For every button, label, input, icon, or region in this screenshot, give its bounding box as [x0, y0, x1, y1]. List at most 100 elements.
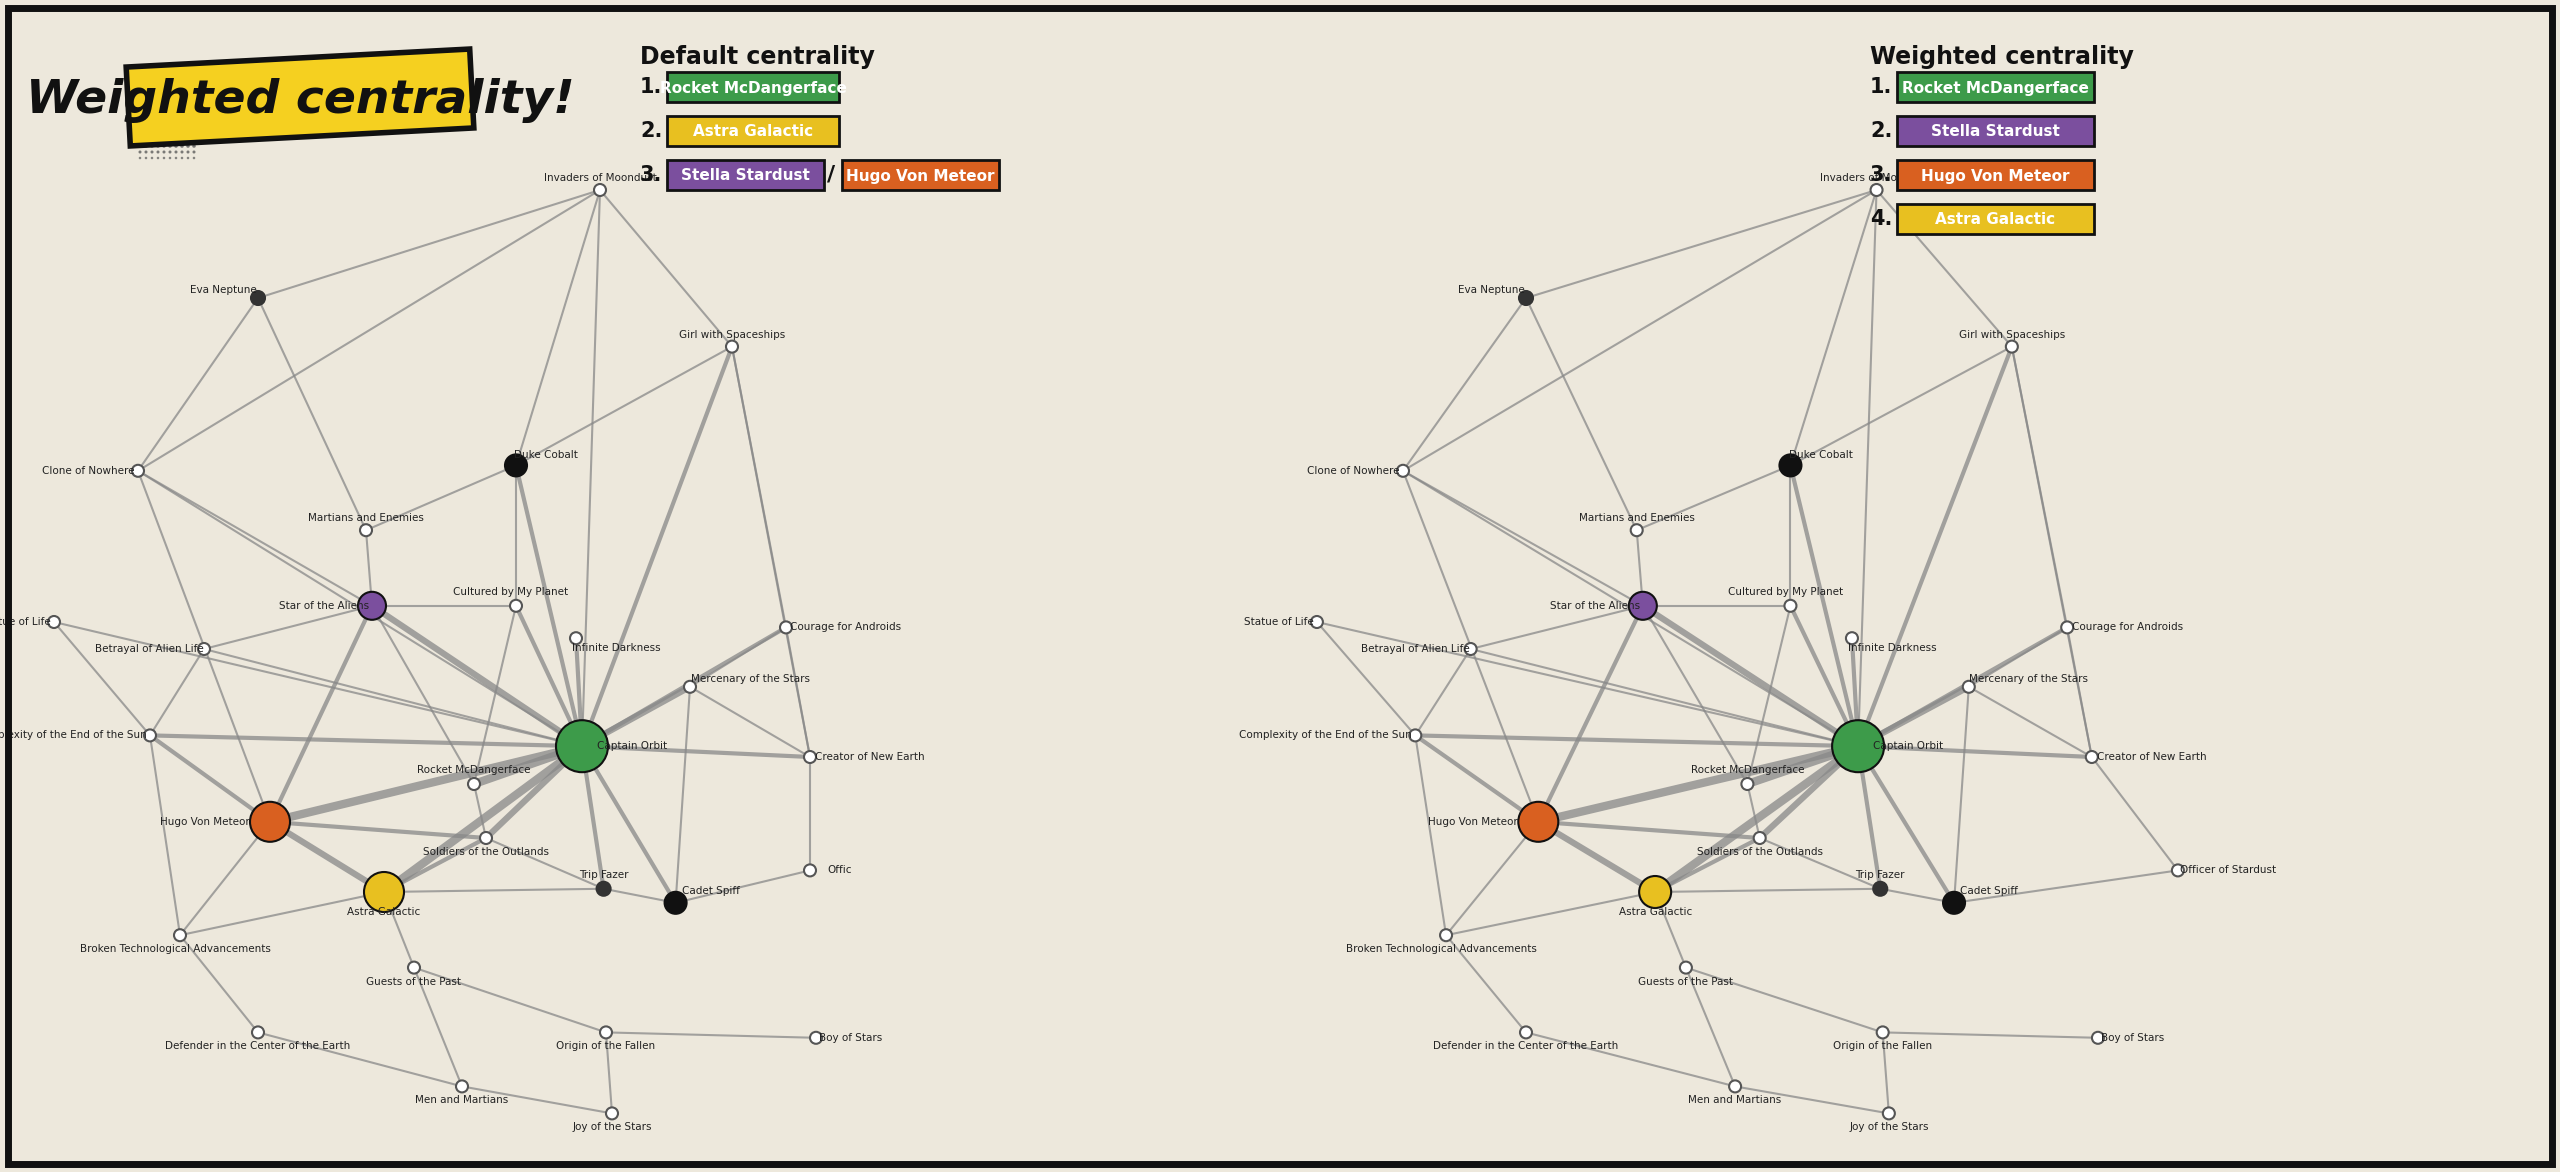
Circle shape — [192, 138, 195, 142]
Text: Infinite Darkness: Infinite Darkness — [1848, 643, 1935, 653]
Text: Hugo Von Meteor: Hugo Von Meteor — [161, 817, 251, 826]
Circle shape — [2086, 751, 2097, 763]
Circle shape — [1441, 929, 1452, 941]
Text: 1.: 1. — [1869, 77, 1892, 97]
Text: Astra Galactic: Astra Galactic — [694, 124, 814, 139]
Circle shape — [1871, 184, 1882, 196]
Circle shape — [481, 832, 492, 844]
Text: Astra Galactic: Astra Galactic — [1935, 212, 2056, 227]
Text: Officer of Stardust: Officer of Stardust — [2179, 865, 2276, 875]
Text: /: / — [827, 165, 835, 185]
Circle shape — [607, 1108, 617, 1119]
Circle shape — [1876, 1027, 1889, 1038]
Text: Stella Stardust: Stella Stardust — [1930, 124, 2061, 139]
Circle shape — [1464, 643, 1477, 655]
FancyBboxPatch shape — [668, 161, 824, 190]
Text: Girl with Spaceships: Girl with Spaceships — [678, 329, 786, 340]
Circle shape — [1784, 600, 1797, 612]
Circle shape — [1311, 616, 1324, 628]
Circle shape — [1964, 681, 1974, 693]
Text: Clone of Nowhere: Clone of Nowhere — [41, 465, 133, 476]
Circle shape — [809, 1031, 822, 1044]
Circle shape — [2092, 1031, 2104, 1044]
Circle shape — [156, 138, 159, 142]
Text: Rocket McDangerface: Rocket McDangerface — [417, 765, 530, 775]
Text: 2.: 2. — [640, 121, 663, 141]
Text: Soldiers of the Outlands: Soldiers of the Outlands — [422, 847, 548, 857]
Text: 1.: 1. — [640, 77, 663, 97]
Text: Eva Neptune: Eva Neptune — [1457, 285, 1523, 295]
FancyBboxPatch shape — [1897, 116, 2094, 146]
Text: Rocket McDangerface: Rocket McDangerface — [1690, 765, 1805, 775]
Text: Complexity of the End of the Sun: Complexity of the End of the Sun — [0, 730, 146, 741]
Circle shape — [187, 138, 189, 142]
Circle shape — [1874, 881, 1887, 895]
Circle shape — [361, 524, 371, 537]
FancyBboxPatch shape — [1897, 161, 2094, 190]
Circle shape — [1741, 778, 1754, 790]
Circle shape — [1411, 729, 1421, 742]
Text: Hugo Von Meteor: Hugo Von Meteor — [1920, 169, 2068, 184]
Text: Captain Orbit: Captain Orbit — [596, 741, 668, 751]
Text: Weighted centrality!: Weighted centrality! — [26, 79, 573, 123]
Text: Duke Cobalt: Duke Cobalt — [1789, 450, 1853, 461]
FancyBboxPatch shape — [668, 71, 840, 102]
Circle shape — [1728, 1081, 1741, 1092]
Text: Girl with Spaceships: Girl with Spaceships — [1958, 329, 2066, 340]
Text: Boy of Stars: Boy of Stars — [819, 1033, 883, 1043]
Circle shape — [1628, 592, 1656, 620]
Circle shape — [504, 455, 527, 476]
Circle shape — [1521, 1027, 1531, 1038]
Text: Trip Fazer: Trip Fazer — [579, 870, 627, 880]
Circle shape — [251, 1027, 264, 1038]
Circle shape — [804, 865, 817, 877]
Circle shape — [1882, 1108, 1894, 1119]
Circle shape — [143, 729, 156, 742]
Circle shape — [174, 929, 187, 941]
Text: Captain Orbit: Captain Orbit — [1874, 741, 1943, 751]
Circle shape — [1943, 892, 1966, 914]
Text: Complexity of the End of the Sun: Complexity of the End of the Sun — [1239, 730, 1411, 741]
Circle shape — [727, 341, 737, 353]
Circle shape — [49, 616, 59, 628]
Text: 2.: 2. — [1869, 121, 1892, 141]
Circle shape — [1518, 291, 1533, 305]
Circle shape — [509, 600, 522, 612]
Text: 4.: 4. — [1869, 209, 1892, 229]
Text: Joy of the Stars: Joy of the Stars — [1848, 1123, 1928, 1132]
Circle shape — [468, 778, 481, 790]
Text: Statue of Life: Statue of Life — [1244, 616, 1313, 627]
Circle shape — [684, 681, 696, 693]
Text: Cadet Spiff: Cadet Spiff — [681, 886, 740, 895]
Circle shape — [197, 643, 210, 655]
Text: Joy of the Stars: Joy of the Stars — [573, 1123, 653, 1132]
Text: Star of the Aliens: Star of the Aliens — [1549, 601, 1641, 611]
Text: Men and Martians: Men and Martians — [1690, 1096, 1782, 1105]
Text: Soldiers of the Outlands: Soldiers of the Outlands — [1697, 847, 1823, 857]
Text: Mercenary of the Stars: Mercenary of the Stars — [691, 674, 809, 683]
Text: Duke Cobalt: Duke Cobalt — [515, 450, 579, 461]
FancyBboxPatch shape — [668, 116, 840, 146]
Text: Guests of the Past: Guests of the Past — [1638, 976, 1733, 987]
FancyBboxPatch shape — [125, 49, 474, 146]
Text: Cultured by My Planet: Cultured by My Planet — [1728, 587, 1843, 597]
Circle shape — [364, 872, 404, 912]
Text: Cultured by My Planet: Cultured by My Planet — [453, 587, 568, 597]
Text: 3.: 3. — [1869, 165, 1892, 185]
Text: Infinite Darkness: Infinite Darkness — [571, 643, 660, 653]
Text: Creator of New Earth: Creator of New Earth — [2097, 752, 2207, 762]
Circle shape — [804, 751, 817, 763]
Circle shape — [169, 138, 172, 142]
Text: Statue of Life: Statue of Life — [0, 616, 51, 627]
Circle shape — [407, 961, 420, 974]
Text: Defender in the Center of the Earth: Defender in the Center of the Earth — [166, 1042, 351, 1051]
Circle shape — [358, 592, 387, 620]
Circle shape — [556, 721, 609, 772]
Circle shape — [2061, 621, 2074, 633]
Text: Origin of the Fallen: Origin of the Fallen — [1833, 1042, 1933, 1051]
Text: Default centrality: Default centrality — [640, 45, 876, 69]
Text: Offic: Offic — [827, 865, 852, 875]
Circle shape — [1779, 455, 1802, 476]
Text: Broken Technological Advancements: Broken Technological Advancements — [79, 945, 271, 954]
Text: Martians and Enemies: Martians and Enemies — [1580, 513, 1695, 523]
